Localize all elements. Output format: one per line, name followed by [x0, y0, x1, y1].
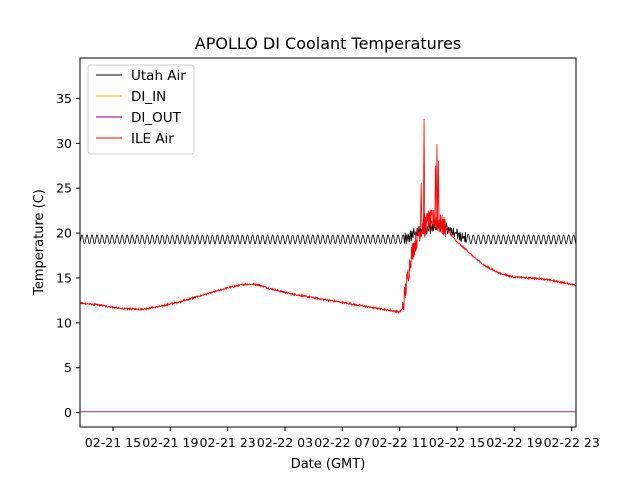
- y-tick-label: 0: [64, 405, 72, 420]
- x-tick-label: 02-21 23: [200, 435, 256, 450]
- chart-title: APOLLO DI Coolant Temperatures: [195, 34, 461, 53]
- y-tick-label: 15: [56, 270, 72, 285]
- y-tick-label: 25: [56, 181, 72, 196]
- series-spike-ile-air: [437, 161, 440, 223]
- x-tick-label: 02-21 19: [142, 435, 198, 450]
- legend-label-di-out: DI_OUT: [131, 110, 182, 126]
- x-tick-label: 02-22 19: [486, 435, 542, 450]
- legend: Utah Air DI_IN DI_OUT ILE Air: [87, 64, 195, 155]
- plot-frame: [79, 57, 577, 428]
- x-tick-label: 02-22 11: [372, 435, 428, 450]
- legend-label-utah-air: Utah Air: [131, 68, 186, 84]
- y-tick-label: 10: [56, 315, 72, 330]
- series-spike-ile-air: [435, 144, 439, 222]
- series-spike-ile-air: [423, 223, 426, 238]
- series-spike-ile-air: [422, 119, 426, 225]
- x-tick-label: 02-21 15: [85, 435, 141, 450]
- x-axis: 02-21 15 02-21 19 02-21 23 02-22 03 02-22 07…: [85, 427, 600, 450]
- series-spike-ile-air: [427, 210, 430, 222]
- x-tick-label: 02-22 03: [257, 435, 313, 450]
- x-axis-label: Date (GMT): [291, 457, 366, 472]
- legend-label-ile-air: ILE Air: [131, 131, 174, 147]
- x-tick-label: 02-22 07: [314, 435, 370, 450]
- x-tick-label: 02-22 15: [429, 435, 485, 450]
- y-tick-label: 30: [56, 136, 72, 151]
- series-spike-ile-air: [430, 220, 433, 225]
- series-line-ile-air: [80, 208, 576, 315]
- y-axis: 0 5 10 15 20 25 30 35: [56, 91, 80, 420]
- legend-box: [87, 64, 195, 155]
- series-line-utah-air: [80, 221, 576, 245]
- series-spike-ile-air: [438, 219, 441, 225]
- y-tick-label: 5: [64, 360, 72, 375]
- x-tick-label: 02-22 23: [544, 435, 600, 450]
- series-spike-ile-air: [420, 182, 423, 229]
- y-tick-label: 35: [56, 91, 72, 106]
- legend-label-di-in: DI_IN: [131, 89, 166, 105]
- series-spike-ile-air: [434, 165, 437, 221]
- y-axis-label: Temperature (C): [32, 189, 47, 296]
- y-tick-label: 20: [56, 226, 72, 241]
